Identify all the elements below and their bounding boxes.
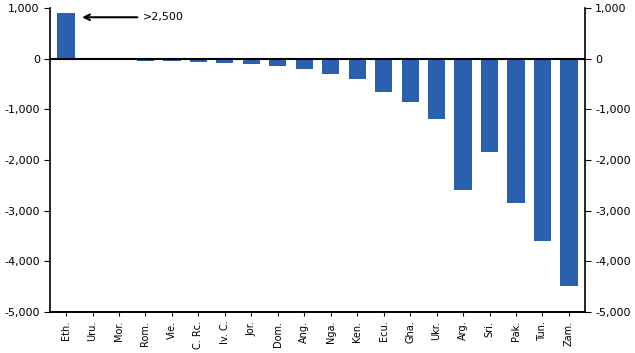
Text: >2,500: >2,500 [143,12,184,22]
Bar [137,59,154,61]
Bar [349,59,366,79]
Bar [401,59,418,102]
Bar [190,59,207,62]
Bar [58,13,75,59]
Bar [269,59,286,66]
Bar [110,59,128,60]
Bar [296,59,313,69]
Bar [163,59,180,61]
Bar [507,59,525,203]
Bar [217,59,234,63]
Bar [375,59,392,92]
Bar [428,59,445,119]
Bar [84,59,101,60]
Bar [322,59,339,74]
Bar [534,59,551,241]
Bar [243,59,260,64]
Bar [455,59,472,190]
Bar [481,59,498,152]
Bar [560,59,577,286]
